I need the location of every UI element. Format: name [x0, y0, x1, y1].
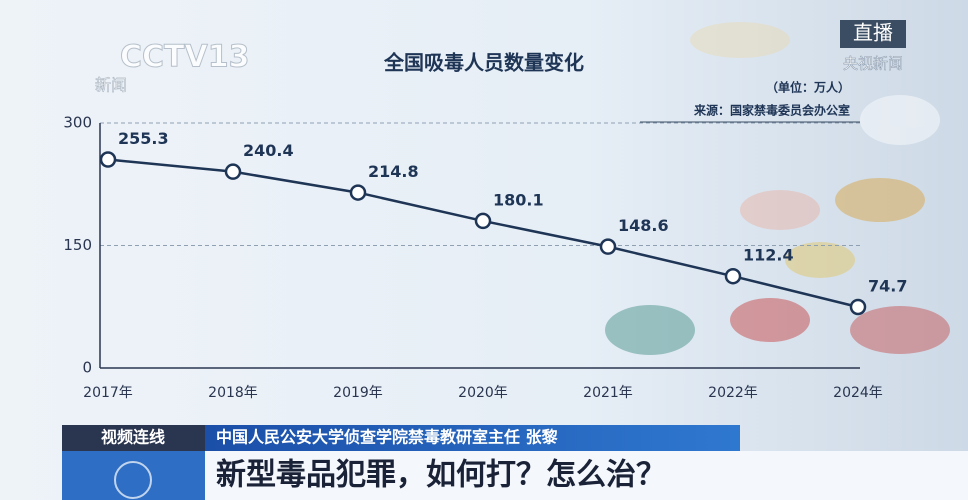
unit: （单位：万人）: [766, 80, 850, 95]
channel-sub: 新闻: [95, 76, 127, 95]
x-tick-label: 2022年: [708, 385, 758, 401]
live-box: [840, 20, 906, 48]
data-label: 214.8: [368, 162, 419, 181]
data-point: [224, 163, 242, 180]
data-point: [599, 238, 617, 255]
data-point: [349, 184, 367, 201]
tag: 视频连线: [101, 428, 165, 447]
chart-title: 全国吸毒人员数量变化: [383, 51, 584, 75]
data-point: [849, 298, 867, 316]
x-tick-label: 2017年: [83, 385, 133, 401]
x-tick-label: 2019年: [333, 385, 383, 401]
live-label: 直播: [853, 21, 893, 45]
plot: 0 150 300 2017年 2018年 2019年 2020年 2021年 2022年 202…: [63, 114, 907, 402]
data-label: 148.6: [618, 216, 669, 235]
y-tick-label: 0: [82, 359, 92, 377]
headline-box: [205, 451, 968, 500]
data-point: [474, 212, 492, 230]
x-tick-label: 2021年: [583, 385, 633, 401]
source: 来源：国家禁毒委员会办公室: [693, 103, 850, 118]
x-tick-label: 2024年: [833, 385, 883, 401]
pills-decoration: [605, 22, 950, 355]
globe-box: [62, 451, 205, 500]
data-label: 180.1: [493, 190, 544, 209]
data-label: 240.4: [243, 141, 294, 160]
x-tick-label: 2018年: [208, 385, 258, 401]
y-tick-label: 150: [63, 236, 92, 254]
data-point: [99, 151, 117, 168]
headline: 新型毒品犯罪，如何打？怎么治？: [216, 458, 666, 493]
channel-logo: CCTV13: [120, 40, 249, 75]
globe: [114, 461, 152, 499]
data-label: 255.3: [118, 129, 169, 148]
data-label: 112.4: [743, 246, 794, 265]
guest: 中国人民公安大学侦查学院禁毒教研室主任 张黎: [216, 428, 558, 447]
tag-box: [62, 425, 205, 451]
y-tick-label: 300: [63, 114, 92, 132]
data-label: 74.7: [868, 276, 907, 295]
x-tick-label: 2020年: [458, 385, 508, 401]
live-sub: 央视新闻: [843, 55, 903, 73]
guest-bar: [205, 425, 740, 451]
data-point: [724, 267, 742, 285]
